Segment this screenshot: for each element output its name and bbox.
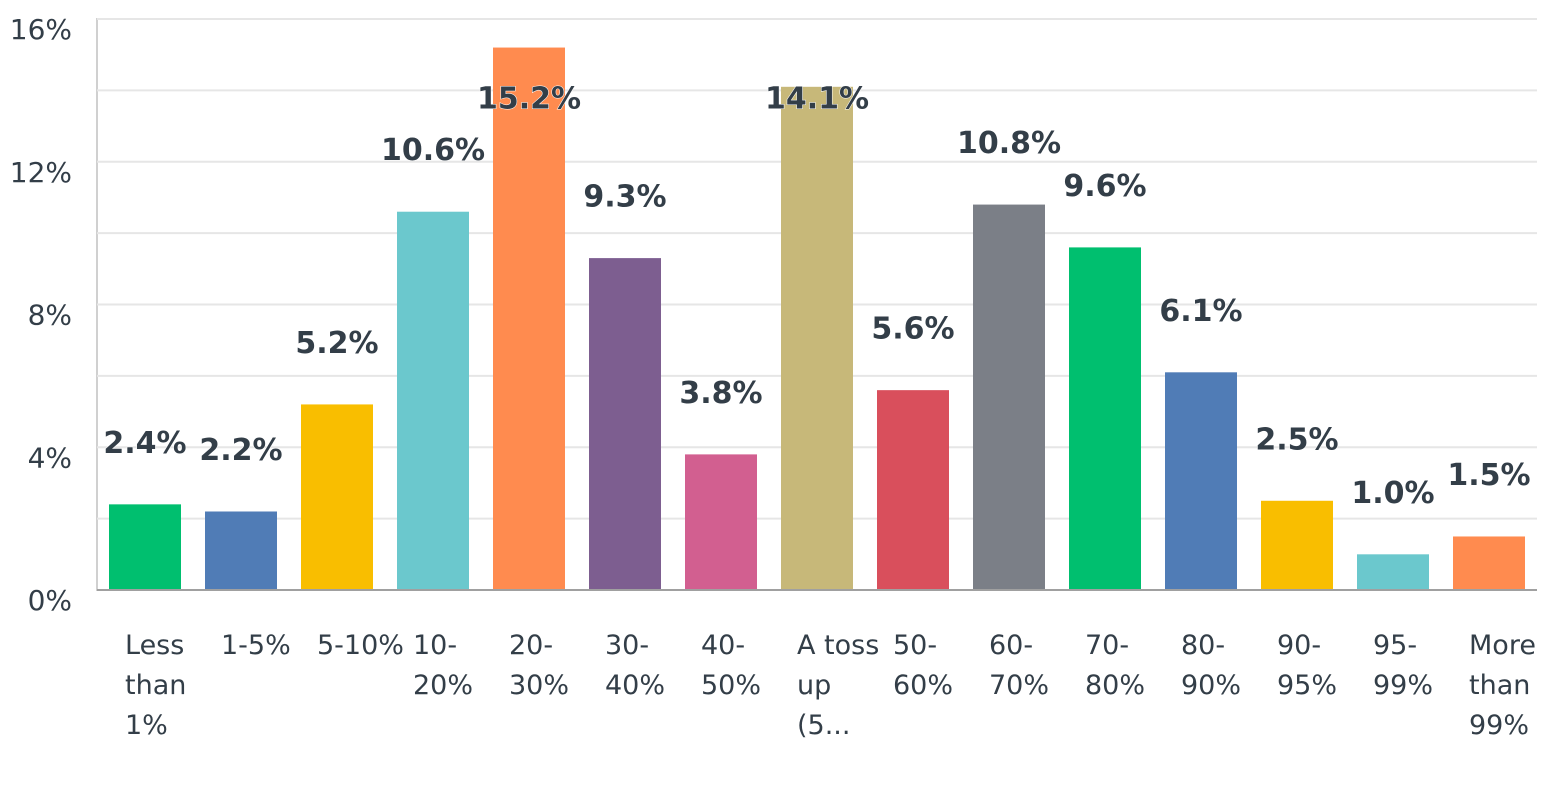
x-tick-label: A toss up (5... <box>797 630 880 741</box>
x-tick-label: 50-60% <box>893 630 954 701</box>
x-tick-label: 60-70% <box>989 630 1050 701</box>
y-tick-label: 16% <box>10 13 72 46</box>
x-tick-label: 5-10% <box>317 630 404 661</box>
bar <box>973 204 1045 590</box>
y-tick-label: 0% <box>28 584 72 617</box>
x-tick-label: 10-20% <box>413 630 474 701</box>
bar <box>589 258 661 590</box>
value-label: 2.4% <box>103 426 186 461</box>
x-tick-label: Less than 1% <box>125 630 187 741</box>
value-label: 1.0% <box>1351 476 1434 511</box>
bar <box>685 454 757 590</box>
value-label: 10.8% <box>957 126 1061 161</box>
bar <box>1069 247 1141 590</box>
value-label: 10.6% <box>381 133 485 168</box>
x-tick-label: 90-95% <box>1277 630 1338 701</box>
y-tick-label: 4% <box>28 441 72 474</box>
bar <box>1357 554 1429 590</box>
value-label: 2.5% <box>1255 422 1338 457</box>
bar <box>301 404 373 590</box>
x-tick-label: 40-50% <box>701 630 762 701</box>
bar <box>397 211 469 590</box>
x-tick-label: 70-80% <box>1085 630 1146 701</box>
bar <box>781 86 853 591</box>
y-tick-label: 12% <box>10 156 72 189</box>
value-label: 5.2% <box>295 326 378 361</box>
value-label: 2.2% <box>199 433 282 468</box>
value-label: 6.1% <box>1159 294 1242 329</box>
value-label: 15.2% <box>477 82 581 117</box>
value-label: 1.5% <box>1447 458 1530 493</box>
y-tick-label: 8% <box>28 299 72 332</box>
x-tick-label: 20-30% <box>509 630 570 701</box>
x-tick-label: 95-99% <box>1373 630 1434 701</box>
bar <box>877 390 949 590</box>
value-label: 9.3% <box>583 180 666 215</box>
bar <box>1261 500 1333 590</box>
bar <box>109 504 181 590</box>
value-label: 9.6% <box>1063 169 1146 204</box>
bar <box>1165 372 1237 590</box>
bar <box>493 47 565 591</box>
bar <box>205 511 277 590</box>
value-label: 3.8% <box>679 376 762 411</box>
value-label: 5.6% <box>871 312 954 347</box>
x-tick-label: 1-5% <box>221 630 291 661</box>
bar <box>1453 536 1525 590</box>
value-label: 14.1% <box>765 82 869 117</box>
x-tick-label: 80-90% <box>1181 630 1242 701</box>
x-tick-label: More than 99% <box>1469 630 1536 741</box>
x-tick-label: 30-40% <box>605 630 666 701</box>
